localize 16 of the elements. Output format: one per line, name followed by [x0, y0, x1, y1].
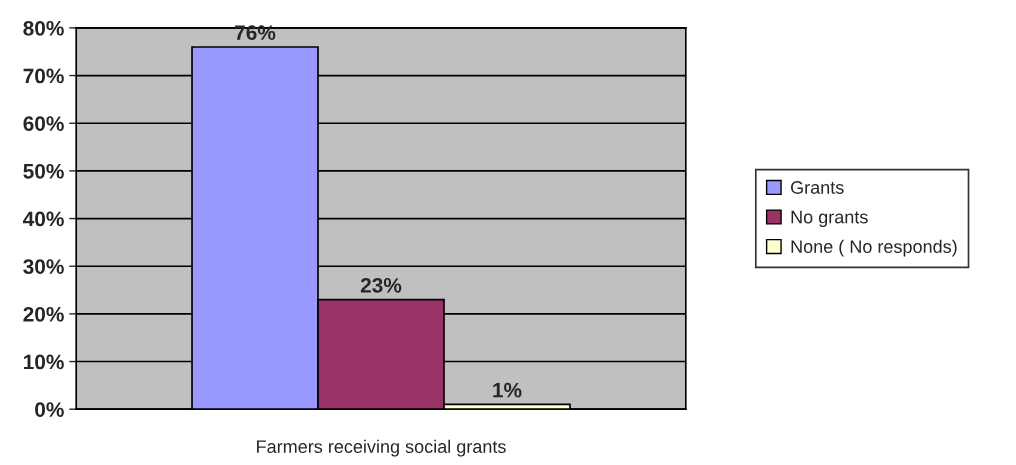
legend-label: No grants: [791, 210, 868, 228]
y-tick-label: 20%: [23, 306, 64, 322]
y-tick-label: 10%: [24, 354, 64, 370]
y-tick-label: 40%: [23, 211, 64, 227]
y-tick-label: 60%: [23, 116, 64, 131]
legend-label: None ( No responds): [791, 239, 957, 257]
y-tick-label: 80%: [23, 20, 64, 36]
data-label: 76%: [235, 25, 276, 41]
y-tick-label: 70%: [23, 68, 64, 84]
y-tick-label: 50%: [23, 163, 64, 179]
legend-label: Grants: [791, 181, 844, 194]
data-label: 23%: [360, 277, 402, 293]
y-tick-label: 0%: [35, 402, 64, 417]
y-tick-label: 30%: [23, 259, 64, 274]
data-label: 1%: [493, 382, 522, 398]
x-tick-label: Farmers receiving social grants: [257, 439, 506, 457]
